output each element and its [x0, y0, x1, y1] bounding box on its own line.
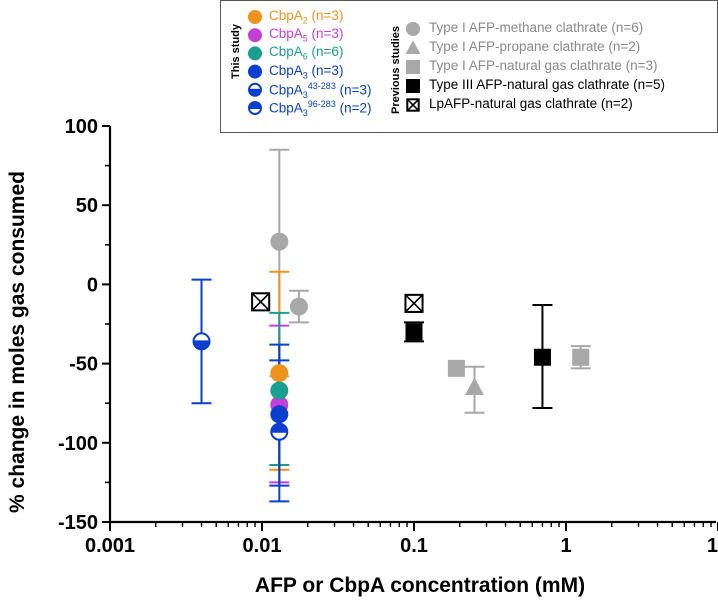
- x-axis-label: AFP or CbpA concentration (mM): [255, 574, 585, 597]
- point-Lp_natgas: [251, 292, 271, 312]
- legend-marker-T1_natgas: [406, 60, 420, 74]
- y-tick-label: -100: [58, 433, 98, 455]
- point-T1_propane: [465, 377, 484, 396]
- legend-marker-A5-shape: [248, 28, 262, 43]
- y-tick-label: 0: [87, 274, 98, 296]
- point-T1_natgas: [572, 348, 590, 366]
- point-A3_43: [192, 332, 211, 351]
- legend-entry-A3: CbpA3 (n=3): [269, 62, 344, 81]
- legend-entry-A3_43: CbpA343-283 (n=3): [269, 80, 372, 100]
- legend-marker-A6-shape: [248, 46, 262, 61]
- point-T3_natgas-shape: [405, 323, 423, 341]
- y-tick-label: 50: [76, 195, 98, 217]
- legend-marker-T1_propane-shape: [405, 40, 421, 54]
- point-A3_96-fill: [271, 423, 288, 432]
- point-A3_96: [270, 422, 289, 441]
- legend-entry-T1_natgas: Type I AFP-natural gas clathrate (n=3): [429, 58, 658, 73]
- legend-marker-A3_43-fill: [249, 89, 261, 96]
- legend-marker-A3_96-fill: [249, 102, 261, 108]
- legend-marker-A2: [248, 10, 262, 24]
- legend-marker-A2-shape: [248, 10, 262, 24]
- point-A3: [270, 405, 289, 424]
- legend-marker-A6: [248, 46, 262, 61]
- point-A2-shape: [270, 364, 289, 383]
- legend-marker-T1_propane: [405, 40, 421, 54]
- legend-entry-A6: CbpA6 (n=6): [269, 44, 344, 63]
- legend-entry-T1_methane: Type I AFP-methane clathrate (n=6): [429, 20, 644, 35]
- point-T1_methane: [289, 297, 308, 316]
- point-A3_43-fill: [193, 341, 210, 350]
- x-tick-label: 0.001: [85, 535, 135, 557]
- legend-marker-T1_methane-shape: [406, 22, 420, 36]
- point-T3_natgas-shape: [533, 348, 551, 366]
- point-T1_methane-shape: [270, 232, 289, 251]
- point-T3_natgas: [533, 348, 551, 366]
- legend-entry-A5: CbpA5 (n=3): [269, 26, 344, 44]
- x-tick-label: 0.01: [243, 535, 282, 557]
- legend-marker-A3_96: [248, 101, 262, 115]
- legend-entry-Lp_natgas: LpAFP-natural gas clathrate (n=2): [429, 96, 633, 111]
- point-A2: [270, 364, 289, 383]
- point-T1_natgas-shape: [447, 359, 465, 377]
- point-T1_natgas: [447, 359, 465, 377]
- point-T1_natgas-shape: [572, 348, 590, 366]
- legend-marker-A5: [248, 28, 262, 43]
- point-A6: [270, 381, 289, 400]
- x-tick-label: 0.1: [400, 535, 428, 557]
- point-Lp_natgas-cross-b: [251, 292, 270, 311]
- data-marks: [191, 148, 591, 503]
- point-Lp_natgas: [404, 293, 424, 313]
- legend-entry-A3_96: CbpA396-283 (n=2): [269, 99, 372, 119]
- point-T3_natgas: [405, 323, 423, 341]
- legend: This study Previous studies CbpA2 (n=3) C…: [220, 0, 718, 133]
- y-axis-label: % change in moles gas consumed: [6, 171, 29, 513]
- legend-marker-T3_natgas-shape: [406, 79, 420, 93]
- legend-marker-Lp_natgas: [406, 98, 420, 112]
- legend-marker-T1_natgas-shape: [406, 60, 420, 74]
- point-T1_methane-shape: [289, 297, 308, 316]
- legend-marker-Lp_natgas-cross-b: [406, 98, 420, 112]
- legend-marker-A3-shape: [248, 64, 262, 79]
- x-tick-label: 10: [707, 535, 718, 557]
- y-tick-label: 100: [65, 116, 98, 138]
- point-A6-shape: [270, 381, 289, 400]
- y-tick-label: -150: [58, 512, 98, 534]
- legend-marker-A3: [248, 64, 262, 79]
- x-tick-label: 1: [560, 535, 571, 557]
- legend-marker-T1_methane: [406, 22, 420, 36]
- point-T1_propane-shape: [465, 377, 484, 396]
- point-A3-shape: [270, 405, 289, 424]
- legend-marker-T3_natgas: [406, 79, 420, 93]
- legend-entry-T3_natgas: Type III AFP-natural gas clathrate (n=5): [429, 77, 665, 92]
- y-tick-label: -50: [69, 354, 98, 376]
- point-T1_methane: [270, 232, 289, 251]
- legend-marker-A3_43: [248, 82, 262, 97]
- legend-markers: [248, 10, 421, 115]
- legend-entry-A2: CbpA2 (n=3): [269, 8, 344, 26]
- point-Lp_natgas-cross-b: [404, 294, 424, 313]
- legend-entry-T1_propane: Type I AFP-propane clathrate (n=2): [429, 39, 641, 54]
